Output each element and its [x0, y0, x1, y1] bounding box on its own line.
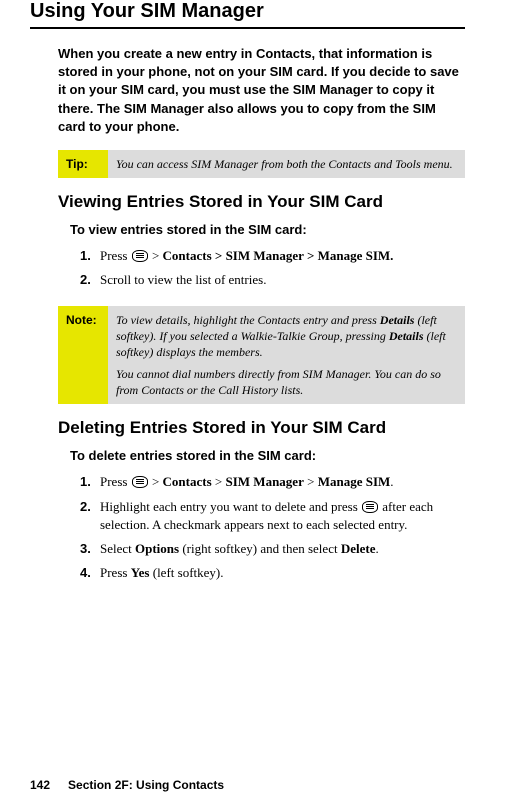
deleting-heading: Deleting Entries Stored in Your SIM Card — [58, 418, 465, 438]
step-number: 1. — [80, 473, 100, 491]
bold-text: Yes — [131, 565, 150, 580]
menu-path: SIM Manager — [226, 474, 304, 489]
note-label: Note: — [58, 306, 108, 405]
menu-icon — [362, 501, 378, 513]
menu-icon — [132, 476, 148, 488]
text: . — [375, 541, 378, 556]
viewing-step-2: 2. Scroll to view the list of entries. — [80, 271, 465, 289]
step-body: Press Yes (left softkey). — [100, 564, 465, 582]
viewing-step-1: 1. Press > Contacts > SIM Manager > Mana… — [80, 247, 465, 265]
text: Highlight each entry you want to delete … — [100, 499, 361, 514]
step-body: Press > Contacts > SIM Manager > Manage … — [100, 473, 465, 491]
tip-box: Tip: You can access SIM Manager from bot… — [58, 150, 465, 178]
text: Press — [100, 248, 131, 263]
text: To view details, highlight the Contacts … — [116, 313, 380, 327]
text: > — [212, 474, 226, 489]
text: Select — [100, 541, 135, 556]
tip-body: You can access SIM Manager from both the… — [108, 150, 465, 178]
step-number: 1. — [80, 247, 100, 265]
page-footer: 142 Section 2F: Using Contacts — [30, 778, 224, 792]
deleting-step-2: 2. Highlight each entry you want to dele… — [80, 498, 465, 534]
note-body: To view details, highlight the Contacts … — [108, 306, 465, 405]
deleting-intro: To delete entries stored in the SIM card… — [70, 448, 465, 463]
text: > — [304, 474, 318, 489]
step-number: 4. — [80, 564, 100, 582]
deleting-step-3: 3. Select Options (right softkey) and th… — [80, 540, 465, 558]
menu-icon — [132, 250, 148, 262]
step-body: Select Options (right softkey) and then … — [100, 540, 465, 558]
page-body: Using Your SIM Manager When you create a… — [0, 0, 505, 582]
menu-path: Contacts — [163, 474, 212, 489]
text: Press — [100, 474, 131, 489]
text: (right softkey) and then select — [179, 541, 341, 556]
text: > — [212, 248, 226, 263]
menu-path: SIM Manager > Manage SIM. — [226, 248, 394, 263]
viewing-heading: Viewing Entries Stored in Your SIM Card — [58, 192, 465, 212]
viewing-steps: 1. Press > Contacts > SIM Manager > Mana… — [80, 247, 465, 289]
deleting-steps: 1. Press > Contacts > SIM Manager > Mana… — [80, 473, 465, 582]
note-paragraph-1: To view details, highlight the Contacts … — [116, 312, 457, 361]
step-number: 3. — [80, 540, 100, 558]
text: > — [149, 248, 163, 263]
step-number: 2. — [80, 498, 100, 534]
section-label: Section 2F: Using Contacts — [68, 778, 224, 792]
deleting-step-4: 4. Press Yes (left softkey). — [80, 564, 465, 582]
note-paragraph-2: You cannot dial numbers directly from SI… — [116, 366, 457, 398]
text: . — [390, 474, 393, 489]
text: > — [149, 474, 163, 489]
step-body: Press > Contacts > SIM Manager > Manage … — [100, 247, 465, 265]
step-body: Highlight each entry you want to delete … — [100, 498, 465, 534]
text: (left softkey). — [149, 565, 223, 580]
bold-text: Options — [135, 541, 179, 556]
bold-text: Details — [389, 329, 424, 343]
note-box: Note: To view details, highlight the Con… — [58, 306, 465, 405]
step-body: Scroll to view the list of entries. — [100, 271, 465, 289]
step-number: 2. — [80, 271, 100, 289]
deleting-step-1: 1. Press > Contacts > SIM Manager > Mana… — [80, 473, 465, 491]
text: Press — [100, 565, 131, 580]
bold-text: Details — [380, 313, 415, 327]
viewing-intro: To view entries stored in the SIM card: — [70, 222, 465, 237]
page-number: 142 — [30, 778, 50, 792]
menu-path: Contacts — [163, 248, 212, 263]
tip-label: Tip: — [58, 150, 108, 178]
intro-paragraph: When you create a new entry in Contacts,… — [58, 45, 465, 136]
menu-path: Manage SIM — [318, 474, 391, 489]
bold-text: Delete — [341, 541, 376, 556]
main-heading: Using Your SIM Manager — [30, 0, 475, 23]
heading-rule — [30, 27, 465, 29]
